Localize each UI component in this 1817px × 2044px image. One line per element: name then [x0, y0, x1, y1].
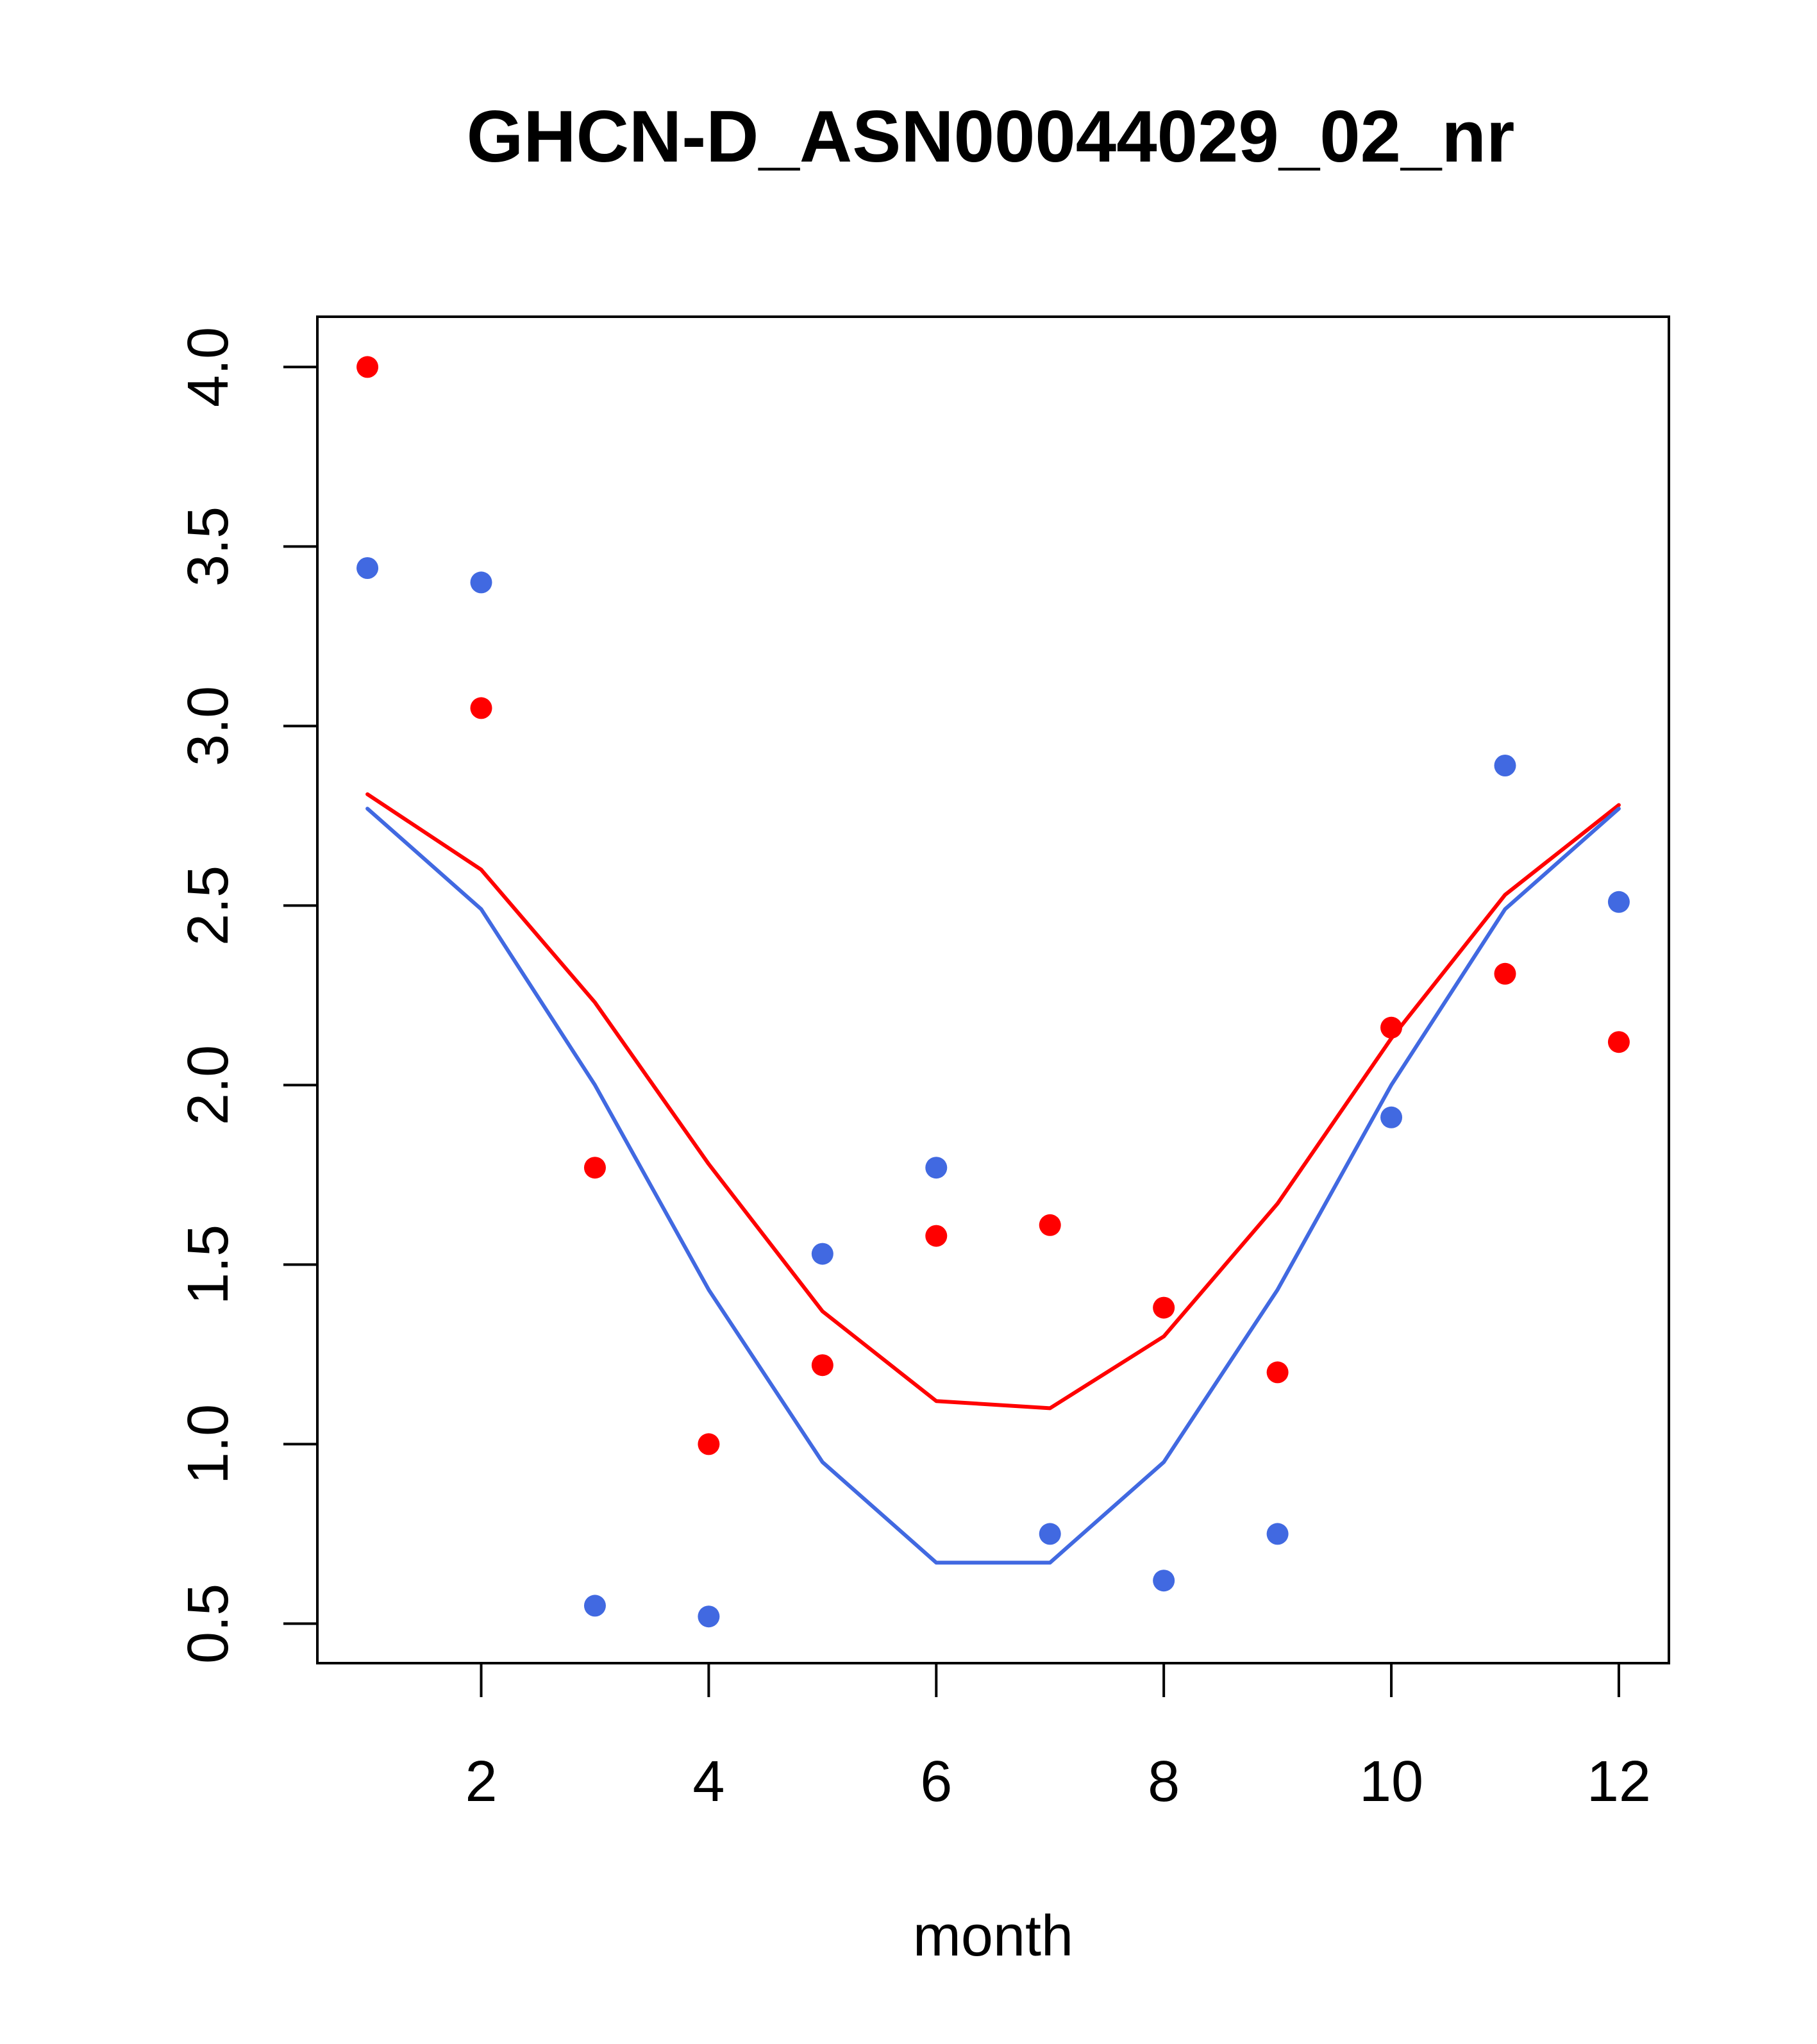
series-1-point — [583, 1157, 606, 1179]
series-1-point — [470, 697, 492, 719]
series-2-point — [356, 557, 379, 579]
series-2-line — [365, 807, 1621, 1565]
x-tick-label: 2 — [465, 1750, 497, 1814]
series-1-point — [1380, 1016, 1403, 1039]
series-2-point — [925, 1157, 948, 1179]
series-2-point — [1266, 1523, 1289, 1545]
y-tick-label: 4.0 — [176, 327, 240, 407]
series-1-point — [698, 1433, 720, 1455]
series-2-point — [470, 571, 492, 594]
y-tick-label: 2.0 — [176, 1045, 240, 1125]
x-axis: 2 4 6 8 10 12 — [465, 1662, 1651, 1814]
series-2-point — [1380, 1106, 1403, 1128]
y-tick-label: 1.5 — [176, 1225, 240, 1305]
series-1-point — [811, 1354, 833, 1377]
y-tick-label: 2.5 — [176, 866, 240, 946]
chart-title: GHCN-D_ASN00044029_02_nr — [467, 96, 1515, 178]
series-layer — [356, 356, 1630, 1628]
x-tick-label: 6 — [920, 1750, 952, 1814]
series-1-point — [1607, 1031, 1630, 1053]
series-2-point — [811, 1243, 833, 1265]
series-1-line — [365, 792, 1621, 1411]
series-1-point — [925, 1225, 948, 1247]
y-axis: 0.5 1.0 1.5 2.0 2.5 3.0 3.5 4.0 — [176, 327, 319, 1664]
x-tick-label: 10 — [1359, 1750, 1423, 1814]
y-tick-label: 3.0 — [176, 686, 240, 766]
x-tick-label: 4 — [692, 1750, 724, 1814]
x-axis-label: month — [913, 1904, 1073, 1968]
series-1-point — [1039, 1214, 1061, 1236]
series-1-point — [1494, 962, 1516, 985]
y-tick-label: 3.5 — [176, 507, 240, 587]
x-tick-label: 8 — [1148, 1750, 1180, 1814]
series-2-point — [1607, 891, 1630, 913]
series-2-point — [1494, 755, 1516, 776]
x-tick-label: 12 — [1587, 1750, 1651, 1814]
series-1-point — [356, 356, 379, 378]
series-2-point — [1039, 1523, 1061, 1545]
series-2-point — [583, 1595, 606, 1617]
y-tick-label: 1.0 — [176, 1404, 240, 1484]
series-2-point — [1153, 1570, 1175, 1592]
series-1-point — [1153, 1296, 1175, 1319]
y-tick-label: 0.5 — [176, 1584, 240, 1664]
series-1-point — [1266, 1361, 1289, 1384]
series-2-point — [698, 1605, 720, 1628]
